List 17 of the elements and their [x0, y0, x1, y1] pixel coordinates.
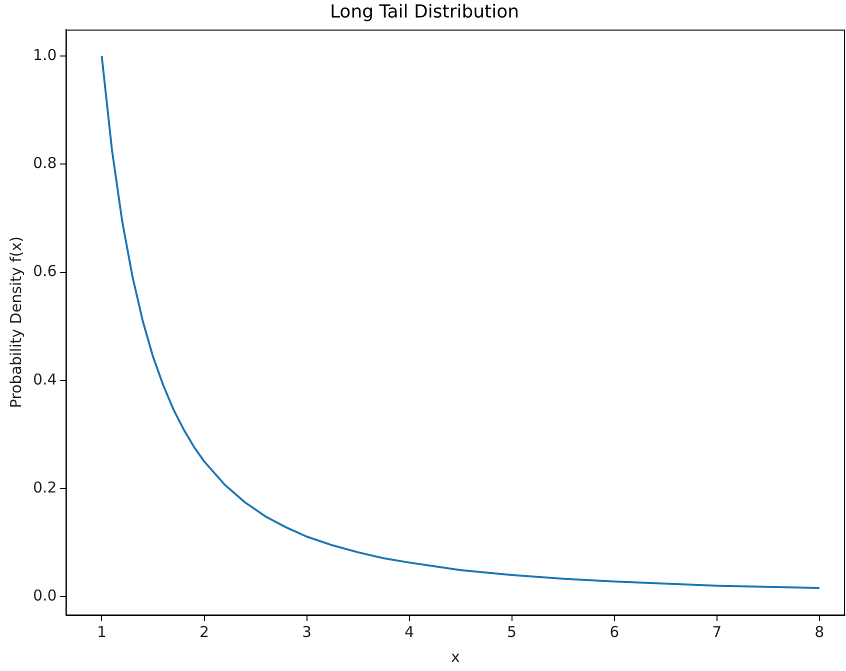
x-tick-label: 1 — [96, 622, 107, 641]
y-axis-title: Probability Density f(x) — [6, 236, 25, 408]
chart-title: Long Tail Distribution — [330, 1, 520, 22]
y-tick-label: 0.6 — [32, 262, 57, 280]
y-tick-label: 1.0 — [32, 46, 57, 64]
x-tick-label: 6 — [610, 622, 620, 641]
x-tick-label: 4 — [404, 622, 414, 641]
x-tick-label: 8 — [814, 622, 824, 641]
x-tick-label: 5 — [507, 622, 517, 641]
x-tick-label: 2 — [199, 622, 210, 641]
x-tick-label: 7 — [712, 622, 722, 641]
y-tick-label: 0.8 — [32, 154, 57, 172]
x-tick-label: 3 — [302, 622, 312, 641]
y-tick-label: 0.0 — [32, 586, 57, 605]
y-tick-label: 0.2 — [32, 478, 57, 496]
x-axis-title: x — [450, 648, 460, 666]
y-tick-label: 0.4 — [32, 370, 57, 388]
